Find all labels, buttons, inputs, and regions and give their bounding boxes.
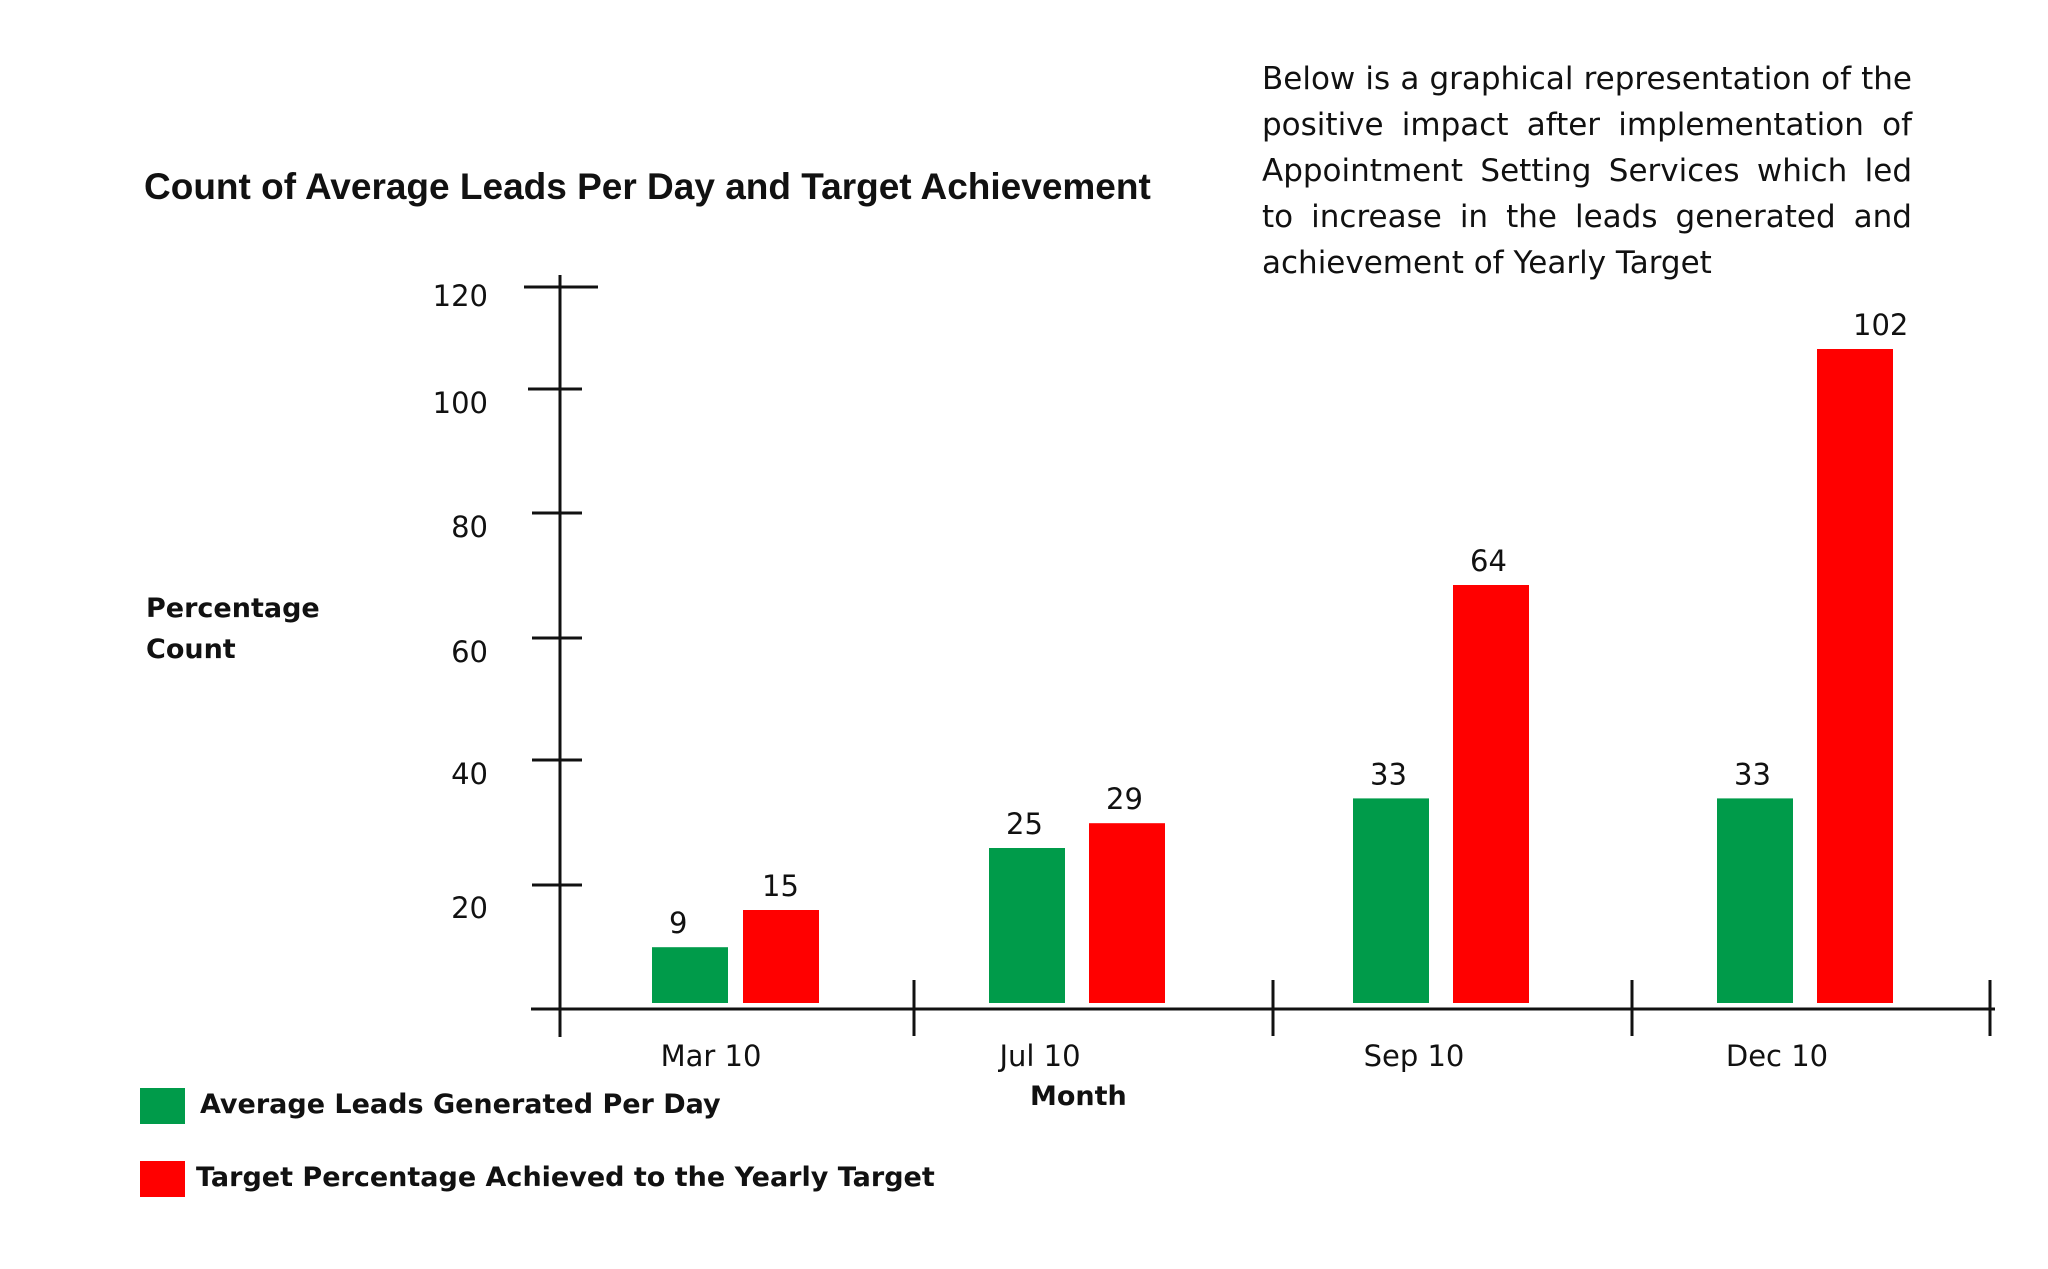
- chart-title: Count of Average Leads Per Day and Targe…: [144, 166, 1151, 207]
- bar-green: [1353, 798, 1429, 1003]
- bar-value-label: 29: [1106, 782, 1143, 816]
- legend-item-average-leads: Average Leads Generated Per Day: [140, 1085, 1040, 1125]
- x-tick-label: Dec 10: [1726, 1039, 1828, 1073]
- legend-label-average-leads: Average Leads Generated Per Day: [200, 1089, 721, 1120]
- bar-value-label: 102: [1853, 308, 1908, 342]
- y-tick-label: 20: [451, 891, 488, 925]
- bar-value-label: 25: [1006, 807, 1043, 841]
- bar-value-label: 64: [1470, 544, 1507, 578]
- y-axis-label-line-2: Count: [146, 634, 236, 665]
- y-axis-label-line-1: Percentage: [146, 593, 320, 624]
- legend-swatch-red: [140, 1161, 185, 1197]
- bar-value-label: 33: [1734, 757, 1771, 791]
- y-axis-label: Percentage Count: [146, 588, 346, 670]
- legend-swatch-green: [140, 1088, 185, 1124]
- legend-item-target-percentage: Target Percentage Achieved to the Yearly…: [140, 1158, 1040, 1198]
- y-tick-label: 100: [433, 386, 488, 420]
- bar-red: [1817, 349, 1893, 1003]
- bar-green: [1717, 798, 1793, 1003]
- bar-value-label: 33: [1370, 757, 1407, 791]
- x-tick-label: Jul 10: [997, 1039, 1080, 1073]
- x-axis-label: Month: [1030, 1081, 1127, 1112]
- bar-green: [989, 848, 1065, 1003]
- x-tick-label: Mar 10: [661, 1039, 762, 1073]
- bar-red: [743, 910, 819, 1003]
- y-tick-label: 60: [451, 635, 488, 669]
- y-tick-label: 120: [433, 279, 488, 313]
- bar-red: [1453, 585, 1529, 1003]
- x-tick-label: Sep 10: [1364, 1039, 1465, 1073]
- bar-value-label: 15: [762, 869, 799, 903]
- y-tick-label: 40: [451, 757, 488, 791]
- legend-label-target-percentage: Target Percentage Achieved to the Yearly…: [196, 1162, 935, 1193]
- bar-value-label: 9: [669, 906, 687, 940]
- y-tick-label: 80: [451, 510, 488, 544]
- bar-green: [652, 947, 728, 1003]
- description-text: Below is a graphical representation of t…: [1262, 61, 1912, 281]
- bar-red: [1089, 823, 1165, 1003]
